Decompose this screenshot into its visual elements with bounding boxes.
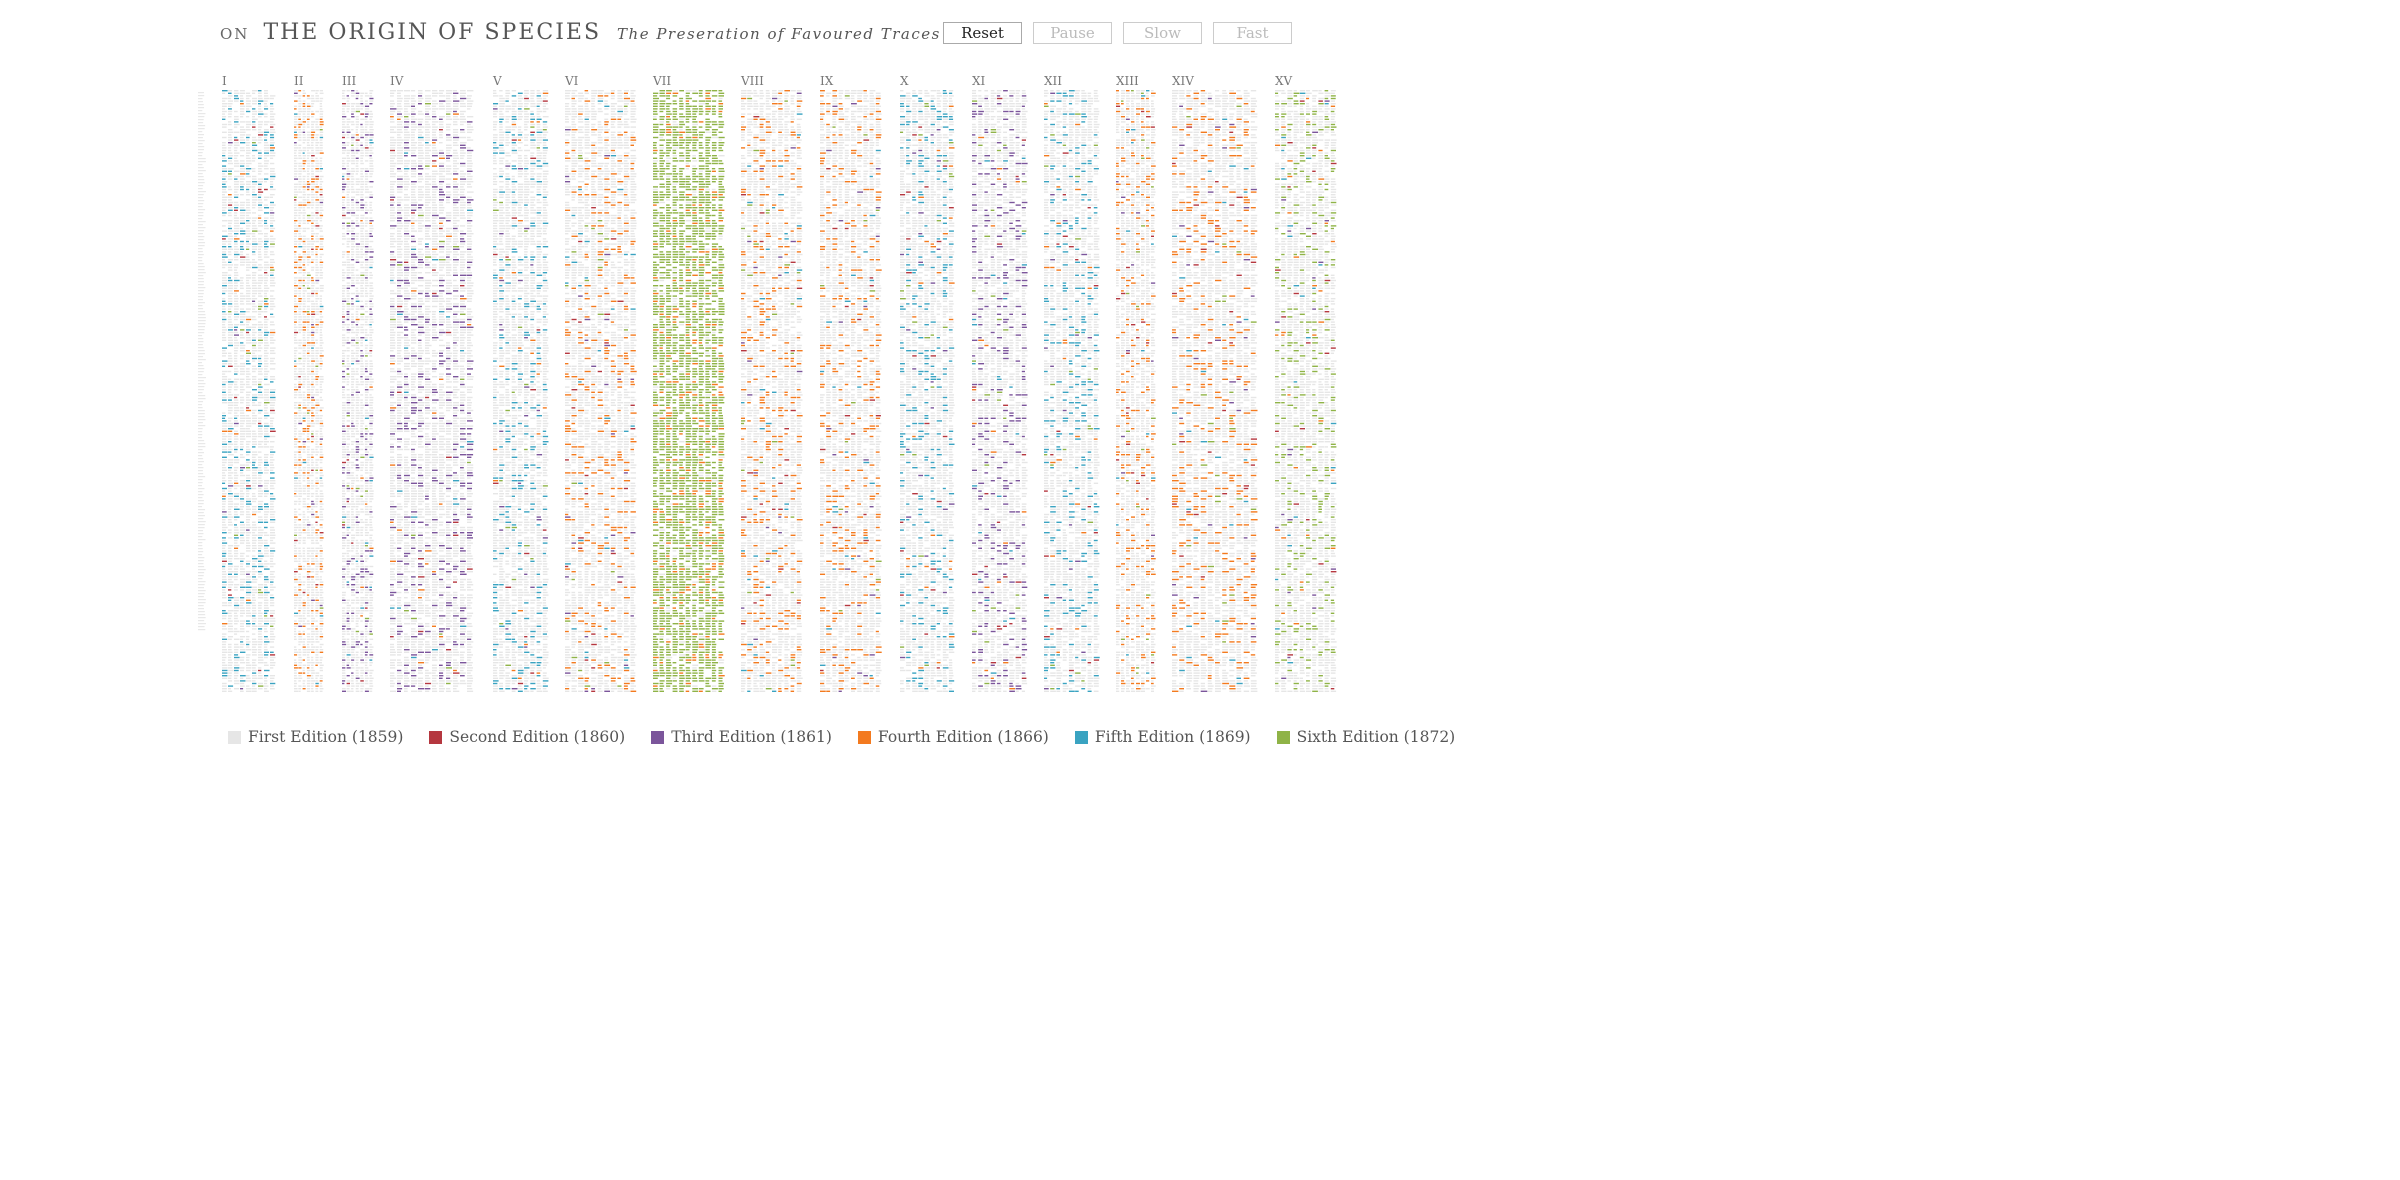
chapter-label: XIII — [1116, 74, 1139, 88]
legend-label: Second Edition (1860) — [449, 728, 625, 746]
legend-swatch — [1277, 731, 1290, 744]
chapter-column-IX: IX — [820, 74, 882, 692]
chapter-label: I — [222, 74, 227, 88]
legend-label: Sixth Edition (1872) — [1297, 728, 1456, 746]
chapter-label: XV — [1275, 74, 1293, 88]
legend-item-third-edition: Third Edition (1861) — [651, 728, 832, 746]
page-header: ON THE ORIGIN OF SPECIES The Preseration… — [220, 20, 941, 50]
chapter-column-I: I — [222, 74, 276, 692]
chapter-column-VII: VII — [652, 74, 725, 692]
legend-item-fifth-edition: Fifth Edition (1869) — [1075, 728, 1251, 746]
reset-button[interactable]: Reset — [943, 22, 1022, 44]
margin-trace-column — [198, 92, 206, 630]
chapter-label: XII — [1044, 74, 1062, 88]
chapter-column-XI: XI — [972, 74, 1028, 692]
chapter-column-II: II — [294, 74, 324, 692]
legend-label: Third Edition (1861) — [671, 728, 832, 746]
chapter-column-XIII: XIII — [1116, 74, 1156, 692]
pause-button[interactable]: Pause — [1033, 22, 1112, 44]
legend-swatch — [1075, 731, 1088, 744]
legend-item-second-edition: Second Edition (1860) — [429, 728, 625, 746]
chapter-label: II — [294, 74, 304, 88]
legend-swatch — [429, 731, 442, 744]
legend-swatch — [228, 731, 241, 744]
chapter-column-IV: IV — [390, 74, 474, 692]
chapter-column-VIII: VIII — [740, 74, 803, 692]
chapter-column-V: V — [492, 74, 549, 692]
chapter-column-X: X — [900, 74, 955, 692]
legend-label: First Edition (1859) — [248, 728, 403, 746]
playback-controls: Reset Pause Slow Fast — [943, 22, 1292, 44]
legend-swatch — [651, 731, 664, 744]
chapter-label: VIII — [740, 74, 764, 88]
chapter-label: VI — [564, 74, 579, 88]
chapter-column-XV: XV — [1275, 74, 1337, 692]
slow-button[interactable]: Slow — [1123, 22, 1202, 44]
chapter-column-XIV: XIV — [1172, 74, 1258, 692]
edition-legend: First Edition (1859) Second Edition (186… — [228, 728, 1455, 746]
chapter-label: IX — [820, 74, 834, 88]
legend-label: Fourth Edition (1866) — [878, 728, 1049, 746]
page-subtitle: The Preseration of Favoured Traces — [617, 25, 941, 43]
page-title: THE ORIGIN OF SPECIES — [263, 20, 601, 45]
chapter-column-III: III — [342, 74, 374, 692]
chapter-label: III — [342, 74, 356, 88]
chapter-trace-visualization: I II III IV V VI VII VIII IX X XI XII XIII XIV XV — [0, 0, 1568, 710]
legend-label: Fifth Edition (1869) — [1095, 728, 1251, 746]
chapter-label: XI — [972, 74, 986, 88]
chapter-label: X — [900, 74, 909, 88]
chapter-label: IV — [390, 74, 404, 88]
title-prefix: ON — [220, 25, 249, 43]
legend-item-first-edition: First Edition (1859) — [228, 728, 403, 746]
legend-item-fourth-edition: Fourth Edition (1866) — [858, 728, 1049, 746]
chapter-label: V — [492, 74, 502, 88]
fast-button[interactable]: Fast — [1213, 22, 1292, 44]
legend-swatch — [858, 731, 871, 744]
chapter-label: XIV — [1172, 74, 1194, 88]
chapter-label: VII — [652, 74, 671, 88]
chapter-column-XII: XII — [1044, 74, 1100, 692]
chapter-column-VI: VI — [564, 74, 637, 692]
legend-item-sixth-edition: Sixth Edition (1872) — [1277, 728, 1456, 746]
